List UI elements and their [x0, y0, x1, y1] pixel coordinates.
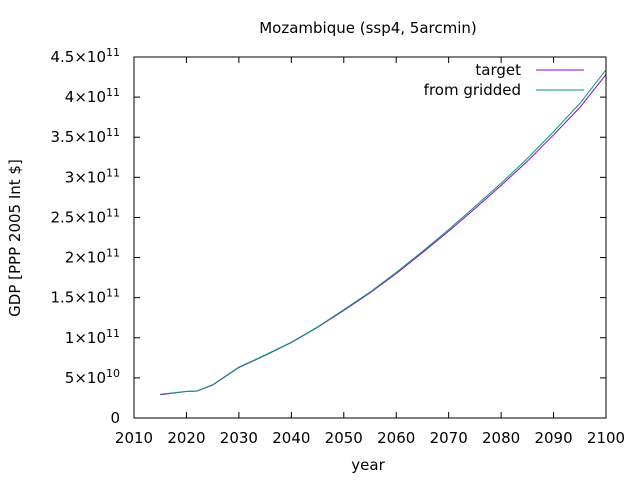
y-tick-label: 1×1011	[65, 327, 120, 347]
y-tick-label: 3×1011	[65, 166, 120, 186]
y-tick-exponent: 11	[106, 206, 120, 219]
y-tick-mantissa: 0	[110, 409, 120, 427]
y-tick-exponent: 11	[106, 86, 120, 99]
x-tick-label: 2060	[377, 429, 415, 447]
y-axis-label: GDP [PPP 2005 Int $]	[6, 159, 24, 317]
x-axis-label: year	[351, 456, 385, 474]
y-tick-label: 1.5×1011	[50, 287, 120, 307]
x-tick-label: 2090	[534, 429, 572, 447]
y-tick-mantissa: 2×10	[65, 249, 106, 267]
y-tick-exponent: 11	[106, 166, 120, 179]
legend-label: target	[475, 61, 521, 79]
y-tick-label: 4.5×1011	[50, 46, 120, 66]
y-tick-exponent: 11	[106, 247, 120, 260]
y-tick-mantissa: 1.5×10	[50, 289, 106, 307]
y-tick-mantissa: 4.5×10	[50, 48, 106, 66]
x-tick-label: 2100	[587, 429, 625, 447]
series-line-target	[160, 74, 607, 396]
legend-label: from gridded	[424, 81, 521, 99]
y-tick-exponent: 11	[106, 46, 120, 59]
chart-title: Mozambique (ssp4, 5arcmin)	[259, 19, 477, 37]
y-tick-label: 3.5×1011	[50, 126, 120, 146]
x-tick-label: 2040	[272, 429, 310, 447]
y-tick-mantissa: 4×10	[65, 88, 106, 106]
axis-ticks: 2010 2020 2030 2040 2050 2060 2070 2080 2090 2100…	[50, 46, 625, 447]
legend: target from gridded	[424, 61, 584, 99]
y-tick-label: 0	[110, 409, 120, 427]
y-tick-exponent: 11	[106, 287, 120, 300]
y-tick-label: 2.5×1011	[50, 206, 120, 226]
y-tick-mantissa: 1×10	[65, 329, 106, 347]
series-lines	[160, 69, 607, 396]
x-tick-label: 2030	[220, 429, 258, 447]
plot-frame	[133, 56, 607, 419]
series-line-from-gridded	[160, 69, 607, 395]
y-tick-exponent: 11	[106, 327, 120, 340]
y-tick-label: 2×1011	[65, 247, 120, 267]
y-tick-exponent: 11	[106, 126, 120, 139]
x-tick-label: 2080	[482, 429, 520, 447]
x-tick-label: 2010	[115, 429, 153, 447]
x-tick-label: 2020	[167, 429, 205, 447]
y-tick-label: 5×1010	[65, 367, 120, 387]
x-tick-label: 2070	[430, 429, 468, 447]
y-tick-exponent: 10	[106, 367, 120, 380]
y-tick-mantissa: 5×10	[65, 369, 106, 387]
y-tick-mantissa: 3.5×10	[50, 128, 106, 146]
y-tick-mantissa: 2.5×10	[50, 208, 106, 226]
x-tick-label: 2050	[325, 429, 363, 447]
y-tick-mantissa: 3×10	[65, 168, 106, 186]
y-tick-label: 4×1011	[65, 86, 120, 106]
